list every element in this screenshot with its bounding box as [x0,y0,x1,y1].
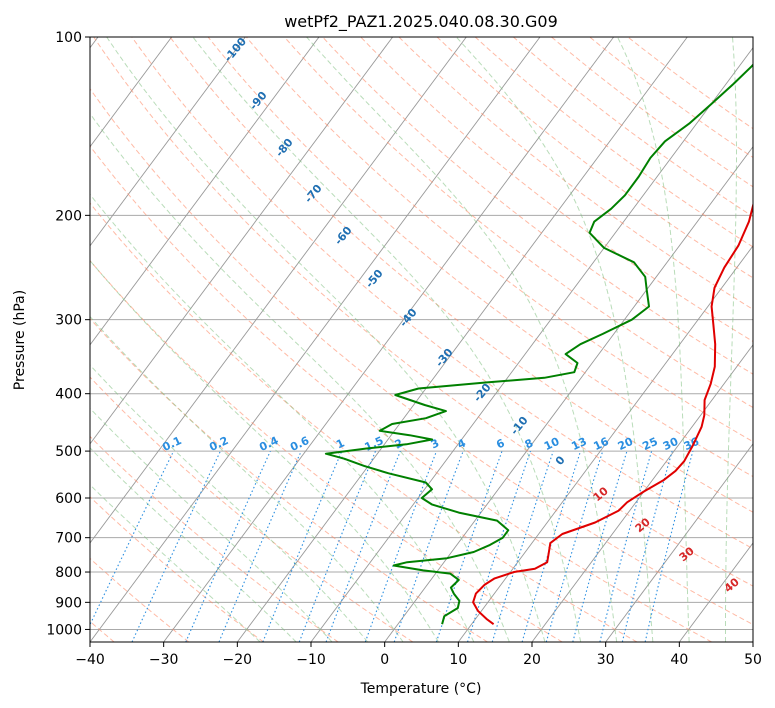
dry-adiabat-line [131,37,753,550]
y-tick-label: 900 [55,595,82,611]
mixing-ratio-line [325,450,401,642]
mixing-ratio-line [621,450,673,642]
isotherm-line [384,146,753,642]
moist-adiabat-line [90,259,439,642]
dry-adiabat-line [169,37,753,513]
isotherm-line [90,37,173,148]
moist-adiabat-line [306,37,618,642]
chart-title: wetPf2_PAZ1.2025.040.08.30.G09 [284,12,558,32]
mixing-ratio-line [364,450,438,642]
dry-adiabat-line [90,202,638,642]
mixing-ratio-label: 16 [592,435,612,453]
y-axis-label: Pressure (hPa) [12,290,28,390]
x-axis-label: Temperature (°C) [360,681,482,697]
x-tick-label: 30 [597,652,615,668]
x-tick-label: 0 [380,652,389,668]
isotherm-line [605,443,753,642]
isotherm-line [90,37,320,346]
mixing-ratio-line [393,450,464,642]
moist-adiabat-line [192,37,582,642]
dry-adiabat-line [245,37,753,443]
y-tick-label: 800 [55,565,82,581]
plot-frame [89,36,754,643]
mixing-ratio-line [262,450,343,642]
mixing-ratio-line [218,450,302,642]
x-tick-label: 40 [670,652,688,668]
mixing-ratio-line [644,450,694,642]
y-tick-label: 600 [55,491,82,507]
moist-adiabat-line [106,37,546,642]
isotherm-line [457,245,753,642]
moist-adiabat-line [90,364,368,642]
dry-adiabat-line [360,37,753,343]
x-tick-label: −10 [296,652,326,668]
moist-adiabat-line [90,112,510,642]
mixing-ratio-line [572,450,628,642]
axis-ticks: −40 −30 −20 −10 0 10 20 30 40 50 100 200 300 400 500 60… [46,30,762,668]
dry-adiabat-line [398,37,753,310]
dry-adiabat-line [90,317,488,642]
y-tick-label: 100 [55,30,82,46]
mixing-ratio-label: 10 [542,435,562,453]
profile-lines [324,63,753,626]
y-tick-label: 200 [55,208,82,224]
mixing-ratio-label: 30 [661,435,681,453]
mixing-ratio-label: 25 [640,435,659,453]
dry-adiabat-line [90,145,712,642]
temperature-profile [472,201,753,626]
x-tick-label: −20 [223,652,253,668]
mixing-ratio-line [298,450,377,642]
moist-adiabat-line [90,407,333,642]
moist-adiabat-line [90,193,475,642]
y-tick-label: 500 [55,444,82,460]
x-tick-label: 50 [744,652,762,668]
mixing-ratio-line [491,450,554,642]
x-tick-label: 10 [449,652,467,668]
dry-adiabat-line [90,259,563,642]
dry-adiabat-line [90,435,339,642]
isotherm-line [90,37,541,642]
isotherm-line [90,37,246,247]
moist-adiabat-line [455,37,654,642]
dry-adiabat-line [90,376,414,642]
isotherm-line [90,37,467,544]
x-tick-label: −40 [75,652,105,668]
moist-adiabat-line [90,484,261,642]
moist-adiabat-line [725,37,737,642]
y-tick-label: 700 [55,531,82,547]
mixing-ratio-label: 20 [616,435,636,453]
isotherm-line [90,37,394,445]
dry-adiabat-line [90,87,753,626]
mixing-ratio-line [185,450,271,642]
y-tick-label: 400 [55,387,82,403]
moist-adiabat-line [617,37,690,642]
y-tick-label: 1000 [46,622,82,638]
mixing-ratio-label: 13 [569,435,588,453]
x-tick-label: −30 [149,652,179,668]
isotherm-line [236,37,688,642]
y-tick-label: 300 [55,313,82,329]
dewpoint-profile [324,63,753,625]
dry-adiabat-line [284,37,753,409]
x-tick-label: 20 [523,652,541,668]
isotherm-line [531,344,753,642]
mixing-ratio-line [545,450,604,642]
dry-adiabat-line [90,557,190,642]
mixing-ratio-line [466,450,532,642]
